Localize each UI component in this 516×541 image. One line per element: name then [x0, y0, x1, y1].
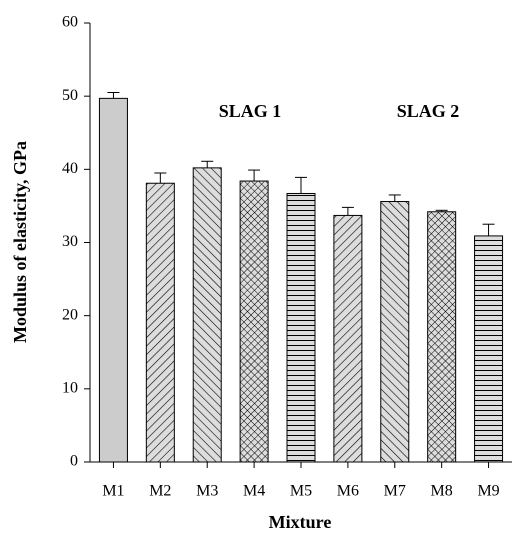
x-tick-label: M4 — [243, 483, 265, 500]
bar — [98, 97, 128, 463]
bar — [239, 180, 269, 463]
bar — [286, 192, 316, 463]
bar — [427, 211, 457, 463]
y-axis-label: Modulus of elasticity, GPa — [10, 141, 30, 343]
x-tick-label: M1 — [102, 483, 124, 500]
bar — [145, 182, 175, 463]
x-tick-label: M7 — [384, 483, 406, 500]
x-tick-label: M5 — [290, 483, 312, 500]
bar — [474, 235, 504, 463]
y-tick-label: 30 — [62, 233, 78, 250]
bar — [192, 167, 222, 463]
y-tick-label: 40 — [62, 160, 78, 177]
y-tick-label: 10 — [62, 380, 78, 397]
y-tick-label: 0 — [70, 453, 78, 470]
annotation: SLAG 1 — [219, 101, 282, 121]
x-tick-label: M8 — [431, 483, 453, 500]
x-axis-label: Mixture — [269, 512, 332, 532]
x-tick-label: M3 — [196, 483, 218, 500]
annotation: SLAG 2 — [397, 101, 460, 121]
bar — [333, 214, 363, 463]
y-tick-label: 50 — [62, 87, 78, 104]
y-tick-label: 20 — [62, 306, 78, 323]
y-tick-label: 60 — [62, 14, 78, 31]
x-tick-label: M2 — [149, 483, 171, 500]
x-tick-label: M9 — [477, 483, 499, 500]
bar — [380, 201, 410, 463]
x-tick-label: M6 — [337, 483, 359, 500]
